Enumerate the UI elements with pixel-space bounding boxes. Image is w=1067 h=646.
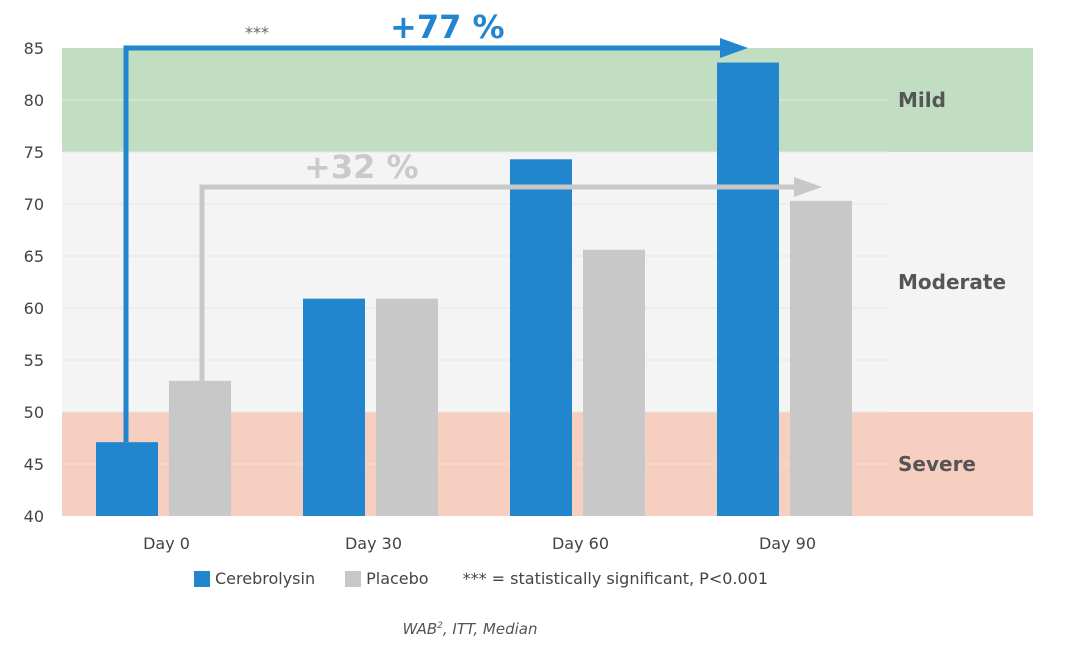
bar-cerebrolysin-day0 <box>96 442 158 516</box>
footnote-sup: 2 <box>437 621 443 631</box>
y-tick-label: 60 <box>24 299 44 318</box>
bar-cerebrolysin-day30 <box>303 298 365 516</box>
cerebrolysin-change-label: +77 % <box>390 8 505 46</box>
bar-placebo-day0 <box>169 380 231 516</box>
y-tick-label: 40 <box>24 507 44 526</box>
bar-placebo-day90 <box>790 200 852 516</box>
y-tick-label: 50 <box>24 403 44 422</box>
footnote: WAB2, ITT, Median <box>0 620 940 638</box>
y-tick-label: 75 <box>24 143 44 162</box>
bar-placebo-day60 <box>583 249 645 516</box>
zone-label-mild: Mild <box>898 88 946 112</box>
significance-label: *** <box>245 23 269 42</box>
legend-swatch-placebo <box>345 570 362 587</box>
x-tick-label: Day 60 <box>552 534 609 553</box>
x-tick-label: Day 30 <box>345 534 402 553</box>
zone-label-moderate: Moderate <box>898 270 1006 294</box>
y-tick-label: 70 <box>24 195 44 214</box>
y-tick-label: 55 <box>24 351 44 370</box>
placebo-change-label: +32 % <box>304 148 419 186</box>
bar-placebo-day30 <box>376 298 438 516</box>
legend-note: *** = statistically significant, P<0.001 <box>462 569 769 588</box>
legend-label-placebo: Placebo <box>366 569 429 588</box>
y-tick-label: 65 <box>24 247 44 266</box>
zone-label-severe: Severe <box>898 452 976 476</box>
y-tick-label: 80 <box>24 91 44 110</box>
footnote-rest: , ITT, Median <box>442 620 538 638</box>
cerebrolysin-arrow-head <box>720 38 748 58</box>
legend-label-cerebrolysin: Cerebrolysin <box>215 569 316 588</box>
y-tick-label: 45 <box>24 455 44 474</box>
y-tick-label: 85 <box>24 39 44 58</box>
footnote-main: WAB <box>402 620 438 638</box>
x-tick-label: Day 0 <box>143 534 190 553</box>
bar-cerebrolysin-day90 <box>717 62 779 517</box>
placebo-arrow-head <box>794 177 822 197</box>
cerebrolysin-arrow-line <box>123 45 722 443</box>
placebo-arrow-line <box>199 184 796 381</box>
x-tick-label: Day 90 <box>759 534 816 553</box>
legend-swatch-cerebrolysin <box>194 570 210 587</box>
bar-cerebrolysin-day60 <box>510 159 572 516</box>
legend: Cerebrolysin Placebo *** = statistically… <box>194 569 768 588</box>
